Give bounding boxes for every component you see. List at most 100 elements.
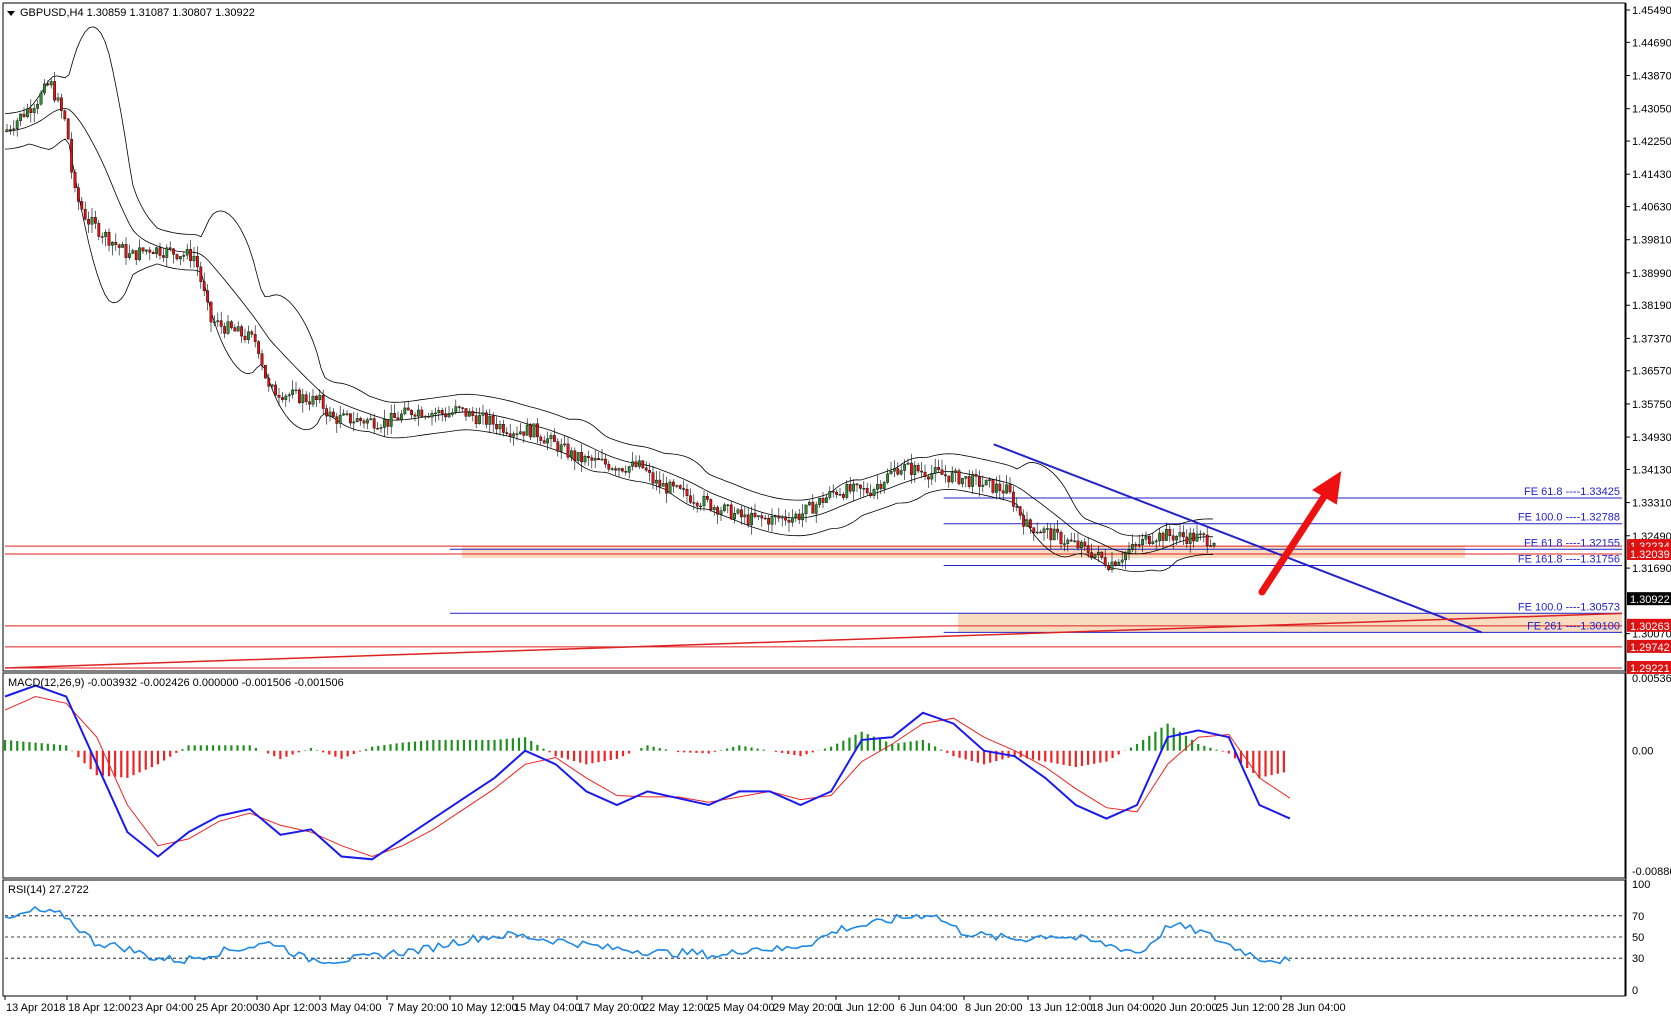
candle-body [1188,532,1192,544]
macd-panel-frame[interactable] [2,672,1626,879]
collapse-icon[interactable] [7,11,15,16]
rsi-header: RSI(14) 27.2722 [8,884,89,896]
candle-body [780,516,784,519]
price-tick-label: 1.36570 [1632,366,1671,378]
candle-body [430,413,434,418]
candle-body [144,249,148,252]
candle-body [1110,561,1114,570]
candle-body [49,81,53,86]
candle-body [947,475,951,483]
candle-body [172,248,175,255]
candle-body [702,495,706,507]
candle-body [542,440,546,444]
current-price-tag-bg [1627,592,1671,606]
candle-body [76,187,80,202]
candle-body [335,416,339,424]
candle-body [1127,549,1131,554]
candle-body [403,407,407,415]
macd-header: MACD(12,26,9) -0.003932 -0.002426 0.0000… [8,677,344,689]
candle-body [933,467,937,474]
candle-body [831,491,835,493]
candle-body [212,321,216,324]
candle-body [440,410,444,414]
candle-body [298,389,301,404]
candle-body [379,427,383,429]
candle-body [760,515,764,519]
candle-body [621,468,624,472]
candle-body [389,413,393,427]
candle-body [134,250,138,260]
candle-body [311,395,315,405]
time-tick-label: 6 Jun 04:00 [900,1002,958,1014]
candle-body [631,461,635,467]
candle-body [1212,543,1216,546]
price-tick-label: 1.34930 [1632,432,1671,444]
candle-body [1022,515,1026,527]
candle-body [447,414,451,418]
price-tick-label: 1.42250 [1632,136,1671,148]
candle-body [420,409,424,417]
candle-body [1185,536,1189,544]
candle-body [437,410,441,414]
candle-body [641,460,645,469]
time-tick-label: 13 Apr 2018 [6,1002,65,1014]
candle-body [957,470,961,485]
candle-body [1205,534,1209,546]
middle-band [4,107,1214,555]
candle-body [396,417,400,421]
candle-body [277,395,281,398]
time-tick-label: 18 Jun 04:00 [1091,1002,1155,1014]
candle-body [114,241,118,246]
candle-body [967,476,971,487]
time-tick-label: 1 Jun 12:00 [837,1002,895,1014]
candle-body [1045,528,1049,530]
candle-body [740,509,743,518]
candle-body [369,418,373,420]
candle-body [801,513,805,521]
candle-body [1181,532,1185,538]
candle-body [1107,565,1111,570]
candle-body [366,419,369,424]
candle-body [1120,559,1124,563]
candle-body [879,484,883,489]
candle-body [536,423,539,438]
candle-body [63,110,67,120]
candle-body [566,443,570,458]
rsi-panel-frame[interactable] [2,879,1626,997]
candle-body [318,395,322,401]
candle-body [699,505,703,508]
candle-body [359,418,362,421]
candle-body [461,407,464,409]
candle-body [393,413,396,418]
candle-body [1124,552,1128,561]
candle-body [835,491,839,495]
candle-body [36,103,40,109]
candle-body [519,431,522,435]
candle-body [1147,535,1151,544]
candle-body [988,479,992,481]
candle-body [502,424,505,433]
candle-body [121,244,125,248]
candle-body [294,389,298,392]
rsi-tick-label: 70 [1632,911,1644,923]
candle-body [270,384,274,387]
candle-body [869,492,873,497]
candle-body [468,411,471,417]
candle-body [1025,519,1029,527]
candle-body [845,484,849,498]
candle-body [753,512,757,517]
candle-body [1059,532,1063,545]
candle-body [1209,545,1213,547]
candle-body [678,485,682,489]
main-header: GBPUSD,H4 1.30859 1.31087 1.30807 1.3092… [20,7,255,19]
candle-body [529,424,533,438]
candle-body [131,250,135,254]
candle-body [1028,519,1032,528]
time-tick-label: 25 Apr 20:00 [196,1002,258,1014]
candle-body [189,248,192,262]
candle-body [43,83,46,94]
red-price-tag: 1.30263 [1630,621,1670,633]
candle-body [906,462,910,465]
candle-body [250,331,254,335]
main-panel-frame[interactable] [2,2,1626,672]
